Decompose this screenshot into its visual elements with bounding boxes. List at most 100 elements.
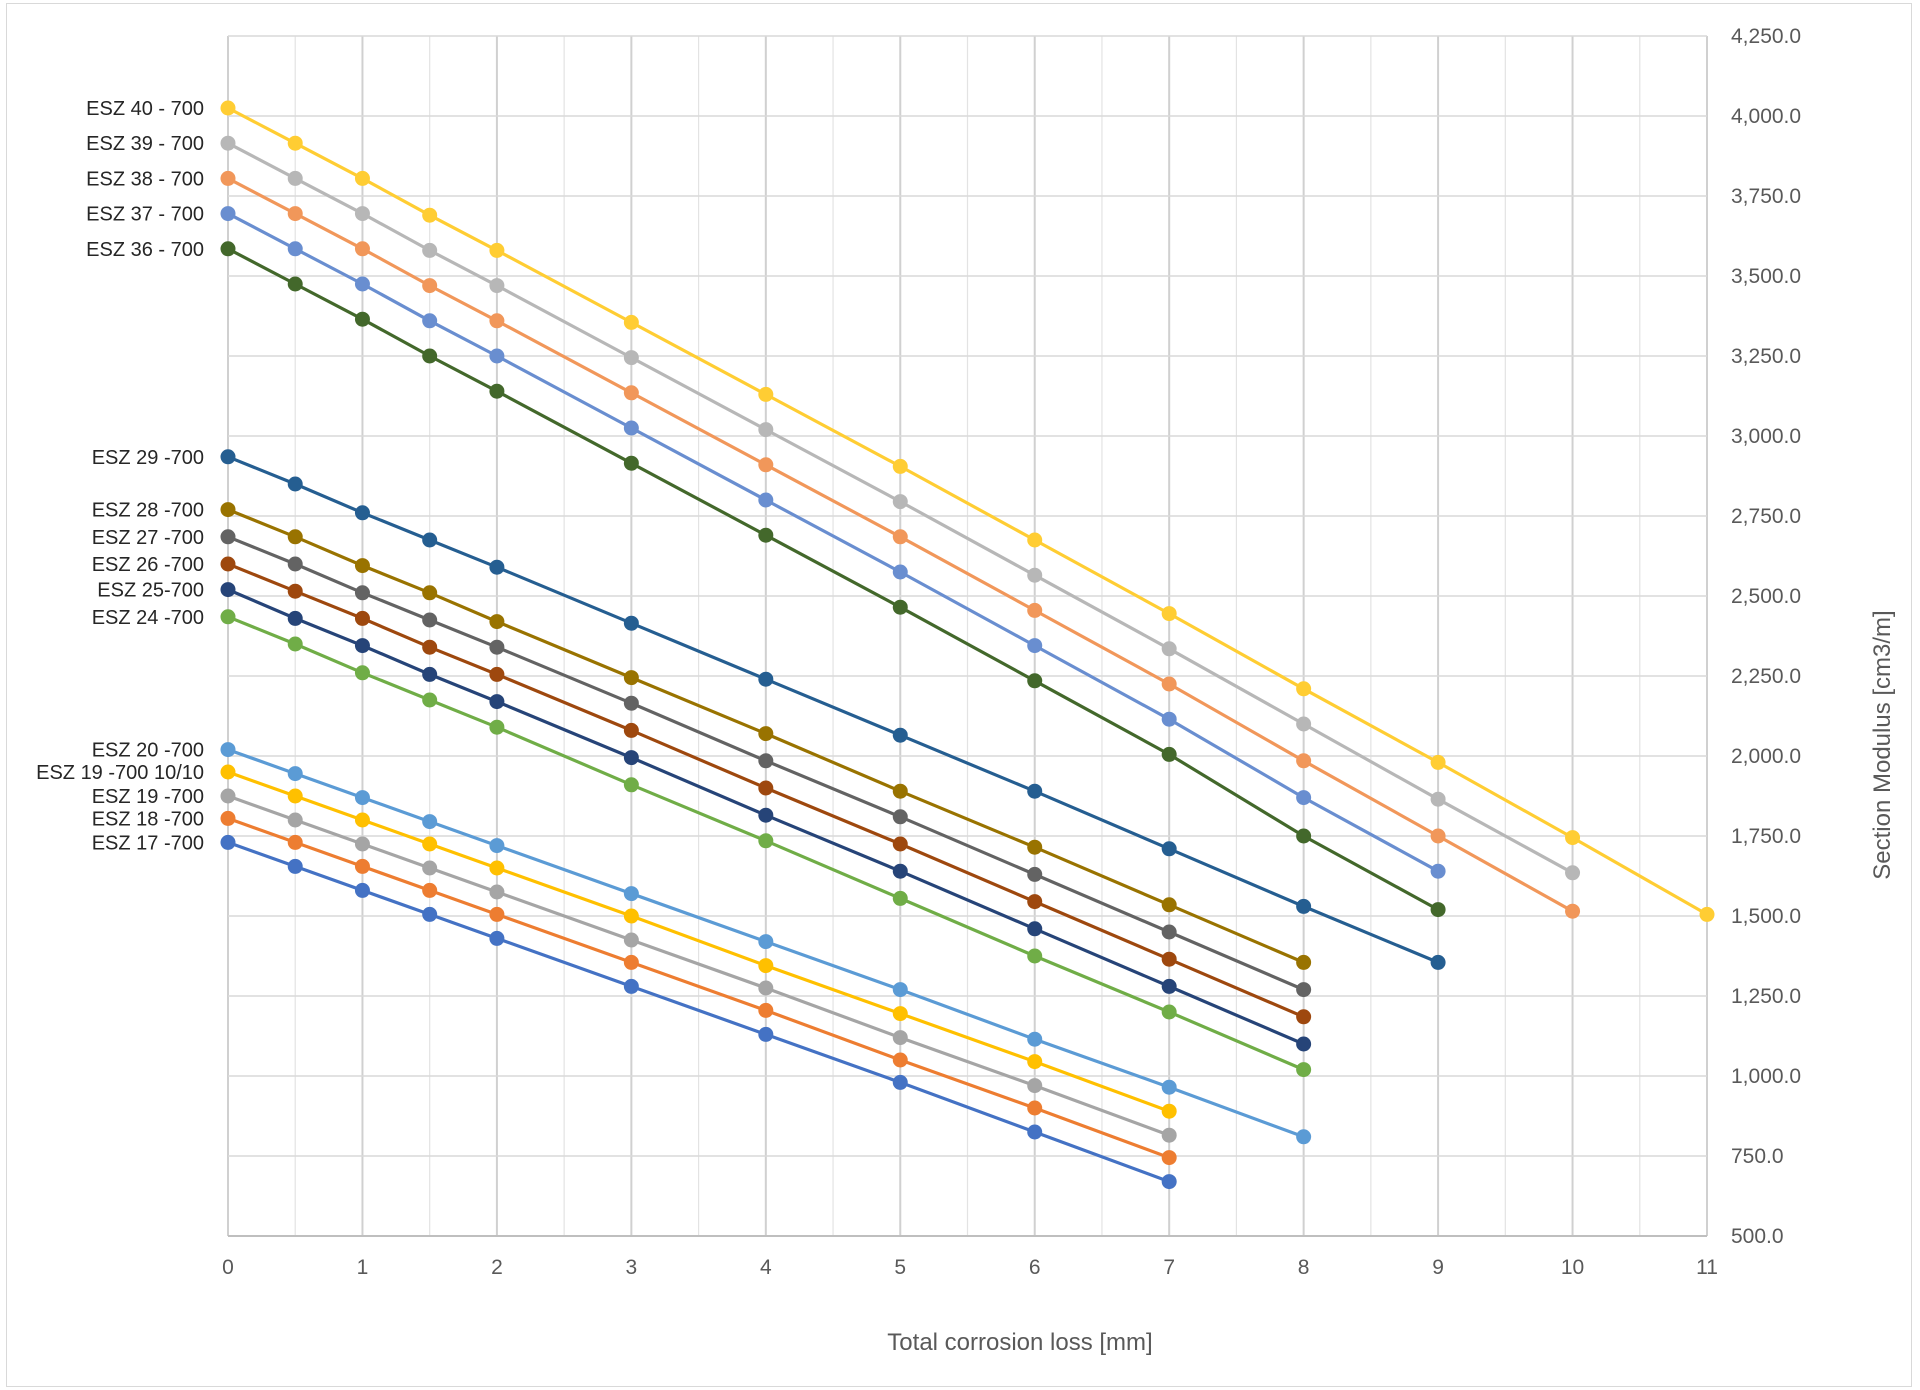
data-point [758, 1002, 774, 1018]
data-point [758, 527, 774, 543]
data-point [892, 458, 908, 474]
series-label: ESZ 40 - 700 [86, 98, 204, 120]
data-point [1027, 866, 1043, 882]
data-point [623, 978, 639, 994]
y-tick-label: 1,500.0 [1731, 905, 1801, 928]
data-point [623, 932, 639, 948]
data-point [758, 980, 774, 996]
data-point [1161, 1079, 1177, 1095]
data-point [1161, 676, 1177, 692]
data-point [489, 884, 505, 900]
data-point [220, 834, 236, 850]
data-point [1161, 1127, 1177, 1143]
data-point [1027, 532, 1043, 548]
series-8 [220, 529, 1312, 998]
data-point [1027, 1078, 1043, 1094]
series-layer [220, 100, 1715, 1190]
data-point [220, 100, 236, 116]
series-line [227, 455, 1439, 964]
series-label: ESZ 25-700 [97, 580, 204, 602]
series-line [227, 247, 1439, 912]
series-label: ESZ 19 -700 [92, 786, 204, 808]
x-tick-label: 0 [222, 1256, 234, 1279]
data-point [354, 610, 370, 626]
data-point [287, 476, 303, 492]
data-point [758, 934, 774, 950]
data-point [1296, 1129, 1312, 1145]
data-point [1296, 1009, 1312, 1025]
data-point [1027, 673, 1043, 689]
data-point [354, 311, 370, 327]
data-point [220, 788, 236, 804]
axis-layer: 0 1 2 3 4 5 6 7 8 9 10 11 500.0 750.0 1,000.0 1,250.0 1,… [222, 25, 1801, 1279]
data-point [287, 556, 303, 572]
data-point [1027, 839, 1043, 855]
data-point [354, 558, 370, 574]
data-point [489, 719, 505, 735]
data-point [220, 170, 236, 186]
data-point [220, 449, 236, 465]
data-point [758, 1026, 774, 1042]
data-point [287, 636, 303, 652]
data-point [892, 982, 908, 998]
data-point [1161, 897, 1177, 913]
data-point [422, 348, 438, 364]
y-tick-label: 1,750.0 [1731, 825, 1801, 848]
data-point [489, 348, 505, 364]
data-point [892, 809, 908, 825]
data-point [354, 206, 370, 222]
data-point [1161, 641, 1177, 657]
data-point [1296, 1062, 1312, 1078]
series-3 [220, 764, 1177, 1119]
x-tick-label: 9 [1432, 1256, 1444, 1279]
series-5 [220, 609, 1312, 1078]
data-point [1161, 1004, 1177, 1020]
y-tick-label: 2,500.0 [1731, 585, 1801, 608]
data-point [623, 886, 639, 902]
series-label: ESZ 19 -700 10/10 [36, 762, 204, 784]
y-tick-label: 2,000.0 [1731, 745, 1801, 768]
data-point [220, 135, 236, 151]
data-point [758, 386, 774, 402]
series-11 [220, 241, 1446, 918]
data-point [623, 420, 639, 436]
data-point [1027, 638, 1043, 654]
data-point [422, 612, 438, 628]
data-point [1161, 841, 1177, 857]
data-point [623, 615, 639, 631]
data-point [892, 836, 908, 852]
series-15 [220, 100, 1715, 922]
grid-layer [227, 35, 1708, 1237]
data-point [489, 838, 505, 854]
data-point [422, 207, 438, 223]
x-tick-label: 7 [1163, 1256, 1175, 1279]
data-point [354, 790, 370, 806]
x-tick-label: 3 [626, 1256, 638, 1279]
data-point [1027, 567, 1043, 583]
series-1 [220, 810, 1177, 1166]
data-point [220, 742, 236, 758]
y-tick-label: 2,750.0 [1731, 505, 1801, 528]
data-point [220, 582, 236, 598]
series-label: ESZ 17 -700 [92, 832, 204, 854]
x-tick-label: 11 [1696, 1256, 1718, 1279]
x-tick-label: 6 [1029, 1256, 1041, 1279]
data-point [1296, 954, 1312, 970]
data-point [287, 529, 303, 545]
series-line [227, 212, 1439, 873]
data-point [892, 494, 908, 510]
data-point [354, 638, 370, 654]
data-point [220, 529, 236, 545]
data-point [892, 564, 908, 580]
data-point [623, 350, 639, 366]
series-label: ESZ 29 -700 [92, 447, 204, 469]
y-tick-label: 3,500.0 [1731, 265, 1801, 288]
series-9 [220, 502, 1312, 970]
series-6 [220, 582, 1312, 1052]
data-point [354, 170, 370, 186]
series-line [227, 770, 1170, 1113]
series-label: ESZ 27 -700 [92, 527, 204, 549]
data-point [892, 1006, 908, 1022]
data-point [758, 807, 774, 823]
